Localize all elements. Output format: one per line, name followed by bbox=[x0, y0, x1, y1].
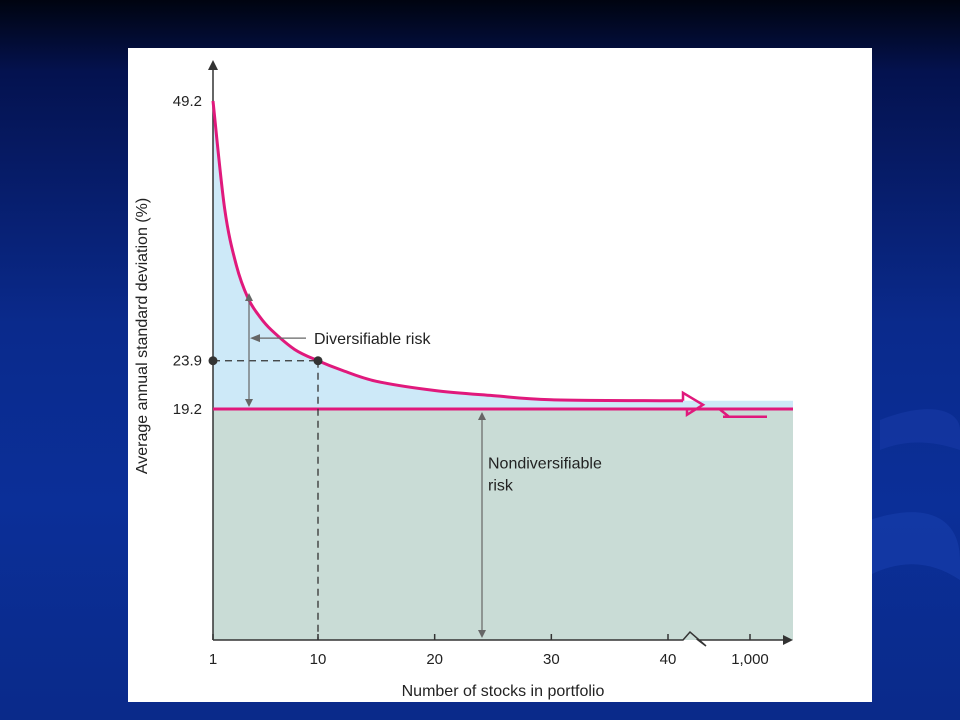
diversifiable-arrowhead-bottom bbox=[245, 399, 253, 407]
chart-panel: Average annual standard deviation (%) Nu… bbox=[128, 48, 872, 702]
curve-break-tail bbox=[681, 390, 767, 419]
y-tick-label: 49.2 bbox=[173, 93, 202, 110]
x-tick-label: 40 bbox=[660, 651, 677, 668]
x-axis-label: Number of stocks in portfolio bbox=[402, 683, 605, 700]
total-risk-curve bbox=[211, 100, 683, 403]
diversifiable-risk-area bbox=[213, 101, 793, 409]
nondiversifiable-risk-area bbox=[213, 409, 793, 640]
nondiversifiable-arrowhead-bottom bbox=[478, 630, 486, 638]
nondiversifiable-arrowhead-top bbox=[478, 412, 486, 420]
y-axis-arrowhead bbox=[208, 60, 218, 70]
y-tick-label: 23.9 bbox=[173, 353, 202, 370]
x-tick-label: 10 bbox=[310, 651, 327, 668]
x-tick-label: 20 bbox=[426, 651, 443, 668]
nondiversifiable-risk-label-line: Nondiversifiable bbox=[488, 456, 602, 473]
y-axis-point-23-9 bbox=[208, 356, 218, 366]
nondiversifiable-risk-label-line: risk bbox=[488, 478, 514, 495]
diversifiable-arrowhead-top bbox=[245, 292, 253, 301]
diversification-chart: Average annual standard deviation (%) Nu… bbox=[134, 60, 793, 700]
x-axis bbox=[213, 630, 785, 647]
diversifiable-risk-label: Diversifiable risk bbox=[314, 331, 431, 348]
nondiversifiable-risk-label: Nondiversifiable risk bbox=[488, 456, 602, 495]
y-tick-label: 19.2 bbox=[173, 401, 202, 418]
x-tick-label: 30 bbox=[543, 651, 560, 668]
x-tick-label: 1,000 bbox=[731, 651, 769, 668]
y-axis-label: Average annual standard deviation (%) bbox=[134, 198, 151, 474]
curve-point-10 bbox=[313, 356, 323, 366]
x-ticks: 1 10 20 30 40 1,000 bbox=[209, 634, 769, 668]
x-axis-arrowhead bbox=[783, 635, 793, 645]
x-tick-label: 1 bbox=[209, 651, 217, 668]
diversifiable-pointer-head bbox=[250, 334, 260, 343]
